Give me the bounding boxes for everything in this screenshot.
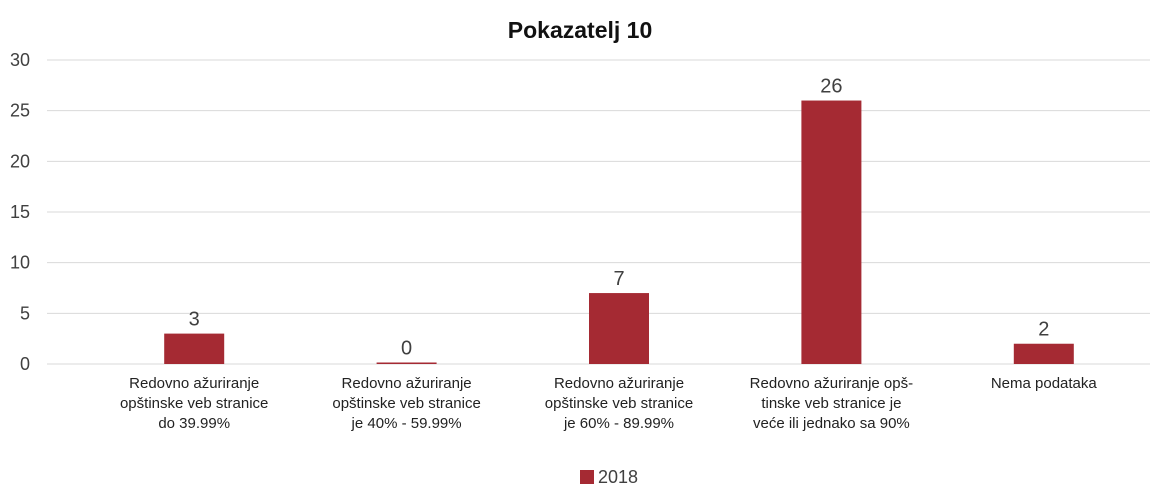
data-label: 0 bbox=[401, 338, 412, 360]
y-tick-label: 5 bbox=[20, 303, 30, 323]
bar bbox=[376, 362, 437, 364]
y-tick-label: 25 bbox=[10, 101, 30, 121]
bar bbox=[164, 333, 225, 364]
bar bbox=[801, 100, 862, 365]
x-tick-label: Redovno ažuriranje opš- tinske veb stran… bbox=[749, 375, 914, 432]
chart-title: Pokazatelj 10 bbox=[508, 17, 652, 43]
x-tick-label: Redovno ažuriranje opštinske veb stranic… bbox=[332, 375, 481, 432]
legend-label: 2018 bbox=[598, 467, 638, 487]
y-tick-label: 15 bbox=[10, 202, 30, 222]
y-tick-label: 20 bbox=[10, 151, 30, 171]
y-tick-label: 0 bbox=[20, 354, 30, 374]
x-tick-label: Redovno ažuriranje opštinske veb stranic… bbox=[119, 375, 269, 432]
y-tick-label: 30 bbox=[10, 50, 30, 70]
bar bbox=[589, 293, 649, 364]
data-label: 3 bbox=[189, 309, 200, 331]
x-tick-label: Redovno ažuriranje opštinske veb stranic… bbox=[544, 375, 694, 432]
legend-swatch bbox=[580, 470, 594, 484]
bar bbox=[1013, 343, 1074, 364]
data-label: 26 bbox=[820, 76, 842, 98]
data-label: 2 bbox=[1038, 319, 1049, 341]
data-label: 7 bbox=[613, 268, 624, 290]
x-tick-label: Nema podataka bbox=[990, 375, 1097, 392]
y-tick-label: 10 bbox=[10, 253, 30, 273]
